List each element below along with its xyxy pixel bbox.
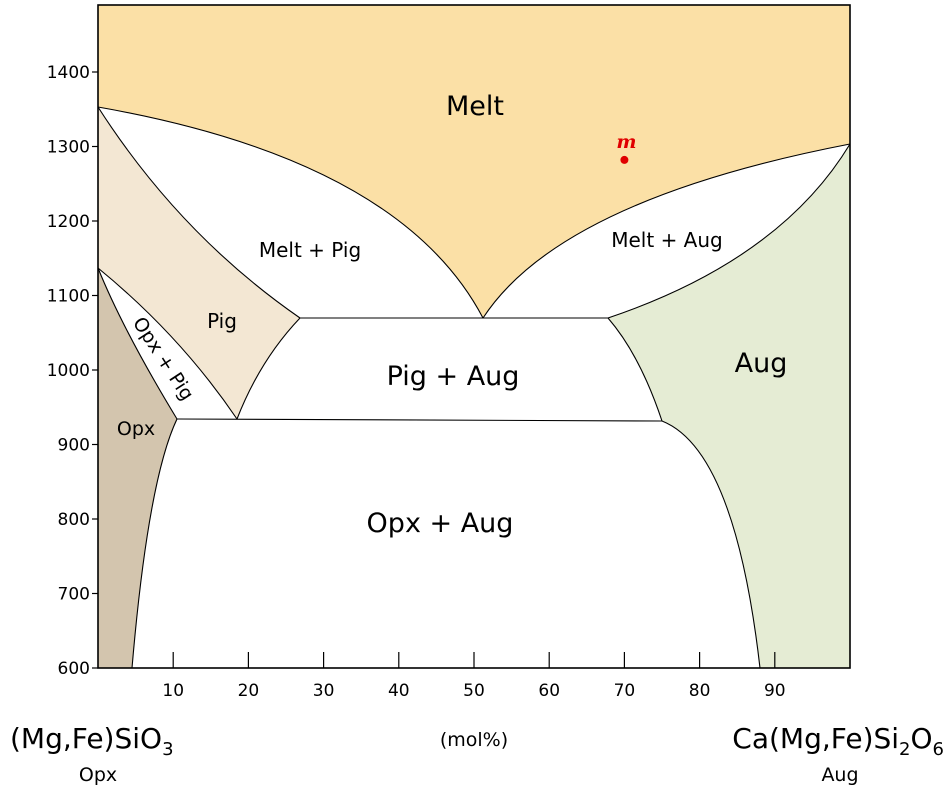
x-axis: 10 20 30 40 50 60 70 80 90 [162, 652, 786, 701]
point-m-marker [620, 155, 629, 164]
aug-boundary-upper [607, 317, 663, 422]
aug-solvus [661, 420, 761, 669]
label-opx: Opx [117, 418, 155, 440]
right-endmember-formula: Ca(Mg,Fe)Si2O6 [732, 722, 944, 760]
label-melt: Melt [446, 91, 504, 122]
field-aug [608, 144, 850, 668]
x-tick-label: 70 [614, 681, 636, 701]
solidus-right [607, 143, 851, 319]
y-tick-label: 1100 [47, 287, 90, 307]
label-aug: Aug [735, 348, 788, 379]
y-axis: 600 700 800 900 1000 1100 1200 1300 1400 [47, 63, 98, 679]
y-tick-label: 1000 [47, 361, 90, 381]
label-pig-plus-aug: Pig + Aug [387, 361, 520, 392]
field-pig [98, 107, 300, 419]
left-endmember-name: Opx [79, 764, 117, 786]
x-axis-unit-label: (mol%) [440, 729, 508, 751]
label-melt-plus-aug: Melt + Aug [611, 228, 722, 252]
field-opx-plus-pig [98, 268, 237, 419]
y-tick-label: 1200 [47, 212, 90, 232]
field-opx-plus-aug [132, 419, 760, 668]
opx-solvus [131, 418, 178, 669]
point-m-label: m [616, 131, 636, 153]
right-endmember-name: Aug [821, 764, 858, 786]
phase-boundaries [97, 106, 851, 669]
pig-boundary-lower [97, 267, 238, 420]
liquidus-left [97, 106, 484, 319]
y-tick-label: 800 [58, 510, 90, 530]
x-tick-label: 90 [764, 681, 786, 701]
x-tick-label: 50 [463, 681, 485, 701]
solidus-left [97, 106, 301, 319]
phase-fields [98, 5, 850, 668]
y-tick-label: 900 [58, 436, 90, 456]
left-endmember-formula: (Mg,Fe)SiO3 [10, 722, 174, 760]
field-pig-plus-aug [237, 318, 662, 421]
endmember-labels: (Mg,Fe)SiO3 Opx (mol%) Ca(Mg,Fe)Si2O6 Au… [10, 722, 944, 786]
field-melt-plus-pig [98, 107, 483, 318]
x-tick-label: 80 [689, 681, 711, 701]
liquidus-right [482, 143, 851, 319]
x-tick-label: 10 [162, 681, 184, 701]
label-opx-plus-aug: Opx + Aug [367, 508, 514, 539]
peritectic-line [176, 418, 663, 422]
label-pig: Pig [207, 309, 237, 333]
y-tick-label: 1400 [47, 63, 90, 83]
label-melt-plus-pig: Melt + Pig [259, 238, 361, 262]
y-tick-label: 600 [58, 659, 90, 679]
opx-boundary-upper [97, 267, 178, 420]
x-tick-label: 30 [313, 681, 335, 701]
x-tick-label: 40 [388, 681, 410, 701]
field-opx [98, 268, 177, 668]
pig-boundary-right [236, 317, 301, 420]
y-tick-label: 1300 [47, 138, 90, 158]
point-m: m [616, 131, 636, 164]
field-melt-plus-aug [483, 144, 850, 318]
x-tick-label: 20 [238, 681, 260, 701]
y-tick-label: 700 [58, 585, 90, 605]
x-tick-label: 60 [538, 681, 560, 701]
